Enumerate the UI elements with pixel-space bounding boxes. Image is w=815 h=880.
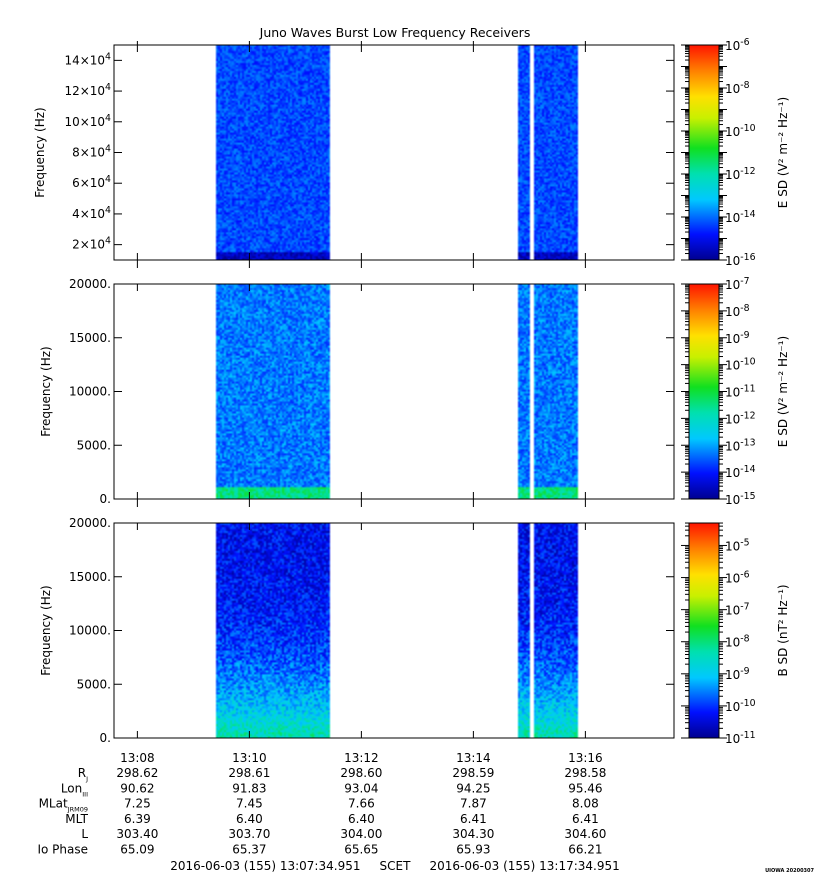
colorbar-tick-label: 10-7 <box>725 602 750 618</box>
ephemeris-value: 90.62 <box>120 781 154 795</box>
panel-3: 0. 5000. 10000. 15000. 20000. Frequency (Hz) 1… <box>39 516 790 746</box>
colorbar <box>688 283 720 500</box>
colorbar-tick-label: 10-9 <box>725 330 750 346</box>
ephemeris-value: 6.40 <box>348 812 375 826</box>
colorbar-tick-label: 10-14 <box>725 209 756 225</box>
panel-2: 0. 5000. 10000. 15000. 20000. Frequency (Hz) 1… <box>39 276 790 507</box>
y-tick-label: 12×104 <box>64 82 111 98</box>
ephemeris-value: 95.46 <box>568 781 602 795</box>
ephemeris-value: 298.59 <box>452 766 494 780</box>
colorbar-tick-label: 10-7 <box>725 276 750 292</box>
ephemeris-value: 93.04 <box>344 781 378 795</box>
ephemeris-value: 298.61 <box>228 766 270 780</box>
ephemeris-label: L <box>81 827 88 841</box>
ephemeris-value: 65.37 <box>232 843 266 857</box>
ephemeris-label: MLatJRM09 <box>39 797 88 814</box>
spectrogram-data <box>114 523 674 738</box>
ephemeris-value: 91.83 <box>232 781 266 795</box>
y-tick-label: 20000. <box>69 516 111 530</box>
y-axis-label: Frequency (Hz) <box>33 107 47 198</box>
y-tick-label: 15000. <box>69 570 111 584</box>
ephemeris-value: 6.41 <box>572 812 599 826</box>
colorbar-tick-label: 10-10 <box>725 357 756 373</box>
colorbar <box>688 44 720 261</box>
ephemeris-value: 303.40 <box>116 827 158 841</box>
footer-time-range: 2016-06-03 (155) 13:07:34.951 SCET 2016-… <box>170 859 620 873</box>
y-tick-label: 10×104 <box>64 113 111 129</box>
colorbar-tick-label: 10-9 <box>725 666 750 682</box>
ephemeris-value: 8.08 <box>572 797 599 811</box>
y-tick-label: 10000. <box>69 624 111 638</box>
ephemeris-value: 65.09 <box>120 843 154 857</box>
ephemeris-value: 7.25 <box>124 797 151 811</box>
y-axis-label: Frequency (Hz) <box>39 346 53 437</box>
stamp-label: UIOWA 20200307 <box>765 868 814 874</box>
y-tick-label: 0. <box>100 731 111 745</box>
panel-1: 2×104 4×104 6×104 8×104 10×104 12×104 14×104 Fr… <box>33 37 790 268</box>
y-tick-label: 20000. <box>69 277 111 291</box>
y-tick-label: 10000. <box>69 385 111 399</box>
colorbar-tick-label: 10-16 <box>725 252 756 268</box>
ephemeris-value: 94.25 <box>456 781 490 795</box>
colorbar-tick-label: 10-12 <box>725 410 756 426</box>
ephemeris-value: 6.41 <box>460 812 487 826</box>
ephemeris-value: 7.66 <box>348 797 375 811</box>
ephemeris-label: LonIII <box>61 781 88 798</box>
y-axis-label: Frequency (Hz) <box>39 585 53 676</box>
colorbar-tick-label: 10-12 <box>725 166 756 182</box>
colorbar-tick-label: 10-5 <box>725 537 750 553</box>
colorbar <box>688 522 720 739</box>
y-tick-label: 14×104 <box>64 51 111 67</box>
ephemeris-value: 304.00 <box>340 827 382 841</box>
ephemeris-value: 65.93 <box>456 843 490 857</box>
colorbar-tick-label: 10-11 <box>725 730 756 746</box>
ephemeris-value: 304.60 <box>564 827 606 841</box>
colorbar-tick-label: 10-8 <box>725 80 750 96</box>
colorbar-tick-label: 10-15 <box>725 491 756 507</box>
ephemeris-value: 303.70 <box>228 827 270 841</box>
colorbar-tick-label: 10-13 <box>725 437 756 453</box>
colorbar-tick-label: 10-6 <box>725 570 750 586</box>
x-tick-label: 13:12 <box>344 751 379 765</box>
colorbar-label: E SD (V² m⁻² Hz⁻¹) <box>776 336 790 447</box>
ephemeris-label: RJ <box>78 766 88 783</box>
y-tick-label: 5000. <box>77 677 111 691</box>
x-tick-label: 13:14 <box>456 751 491 765</box>
y-tick-label: 0. <box>100 492 111 506</box>
spectrogram-data <box>114 45 674 260</box>
x-tick-label: 13:08 <box>120 751 155 765</box>
ephemeris-value: 6.40 <box>236 812 263 826</box>
ephemeris-value: 298.58 <box>564 766 606 780</box>
colorbar-tick-label: 10-8 <box>725 634 750 650</box>
ephemeris-value: 7.87 <box>460 797 487 811</box>
colorbar-tick-label: 10-10 <box>725 698 756 714</box>
chart-title: Juno Waves Burst Low Frequency Receivers <box>259 25 531 40</box>
spectrogram-data <box>114 284 674 499</box>
colorbar-tick-label: 10-8 <box>725 303 750 319</box>
ephemeris-value: 304.30 <box>452 827 494 841</box>
colorbar-label: E SD (V² m⁻² Hz⁻¹) <box>776 97 790 208</box>
ephemeris-value: 66.21 <box>568 843 602 857</box>
colorbar-tick-label: 10-10 <box>725 123 756 139</box>
ephemeris-value: 7.45 <box>236 797 263 811</box>
colorbar-label: B SD (nT² Hz⁻¹) <box>776 584 790 676</box>
x-tick-label: 13:16 <box>568 751 603 765</box>
ephemeris-label: Io Phase <box>37 843 88 857</box>
colorbar-tick-label: 10-6 <box>725 37 750 53</box>
colorbar-tick-label: 10-11 <box>725 384 756 400</box>
y-tick-label: 6×104 <box>72 174 111 190</box>
ephemeris-value: 6.39 <box>124 812 151 826</box>
y-tick-label: 5000. <box>77 438 111 452</box>
ephemeris-value: 65.65 <box>344 843 378 857</box>
y-tick-label: 15000. <box>69 331 111 345</box>
ephemeris-value: 298.62 <box>116 766 158 780</box>
x-tick-label: 13:10 <box>232 751 267 765</box>
y-tick-label: 8×104 <box>72 144 111 160</box>
y-tick-label: 4×104 <box>72 205 111 221</box>
ephemeris-value: 298.60 <box>340 766 382 780</box>
ephemeris-label: MLT <box>65 812 88 826</box>
y-tick-label: 2×104 <box>72 236 111 252</box>
colorbar-tick-label: 10-14 <box>725 464 756 480</box>
